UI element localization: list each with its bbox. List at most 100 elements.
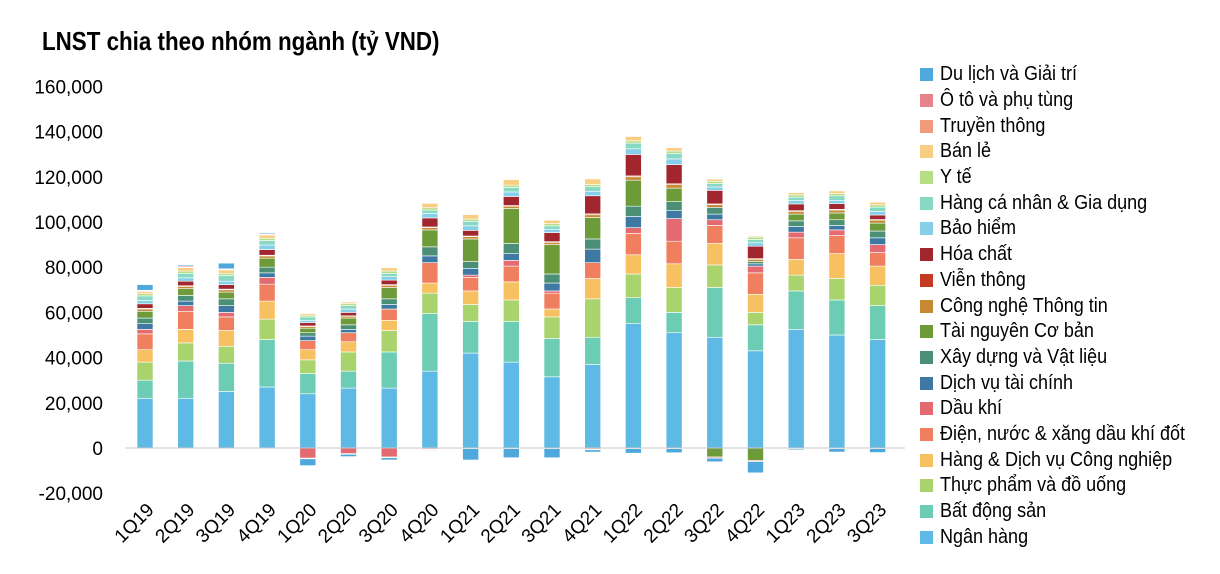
bar-segment: Dịch vụ tài chính 1Q20: 2000 — [299, 335, 317, 341]
bar-segment: Xây dựng và Vật liệu 3Q21: 4000 — [543, 273, 561, 284]
legend-swatch — [920, 350, 933, 364]
bar-segment: Y tế 4Q22: 1000 — [747, 236, 764, 240]
bar-segment: Bất động sản 2Q21: 18000 — [502, 321, 520, 363]
bar-segment: Dịch vụ tài chính 1Q21: 3000 — [462, 268, 479, 276]
x-tick-label: 3Q23 — [843, 500, 891, 548]
bar-stack-3Q21: Ngân hàng 3Q21: 31500Bất động sản 3Q21: … — [543, 219, 561, 459]
bar-segment: Tài nguyên Cơ bản 4Q22: -5500 — [747, 447, 764, 461]
bar-segment: Điện, nước & xăng dầu khí đốt 2Q23: 8000 — [828, 235, 846, 254]
bar-segment: Hóa chất 4Q20: 4000 — [421, 217, 439, 228]
legend-item: Dịch vụ tài chính — [920, 370, 1215, 396]
x-tick-label: 1Q19 — [111, 500, 159, 548]
legend-item: Ngân hàng — [920, 524, 1215, 550]
bar-segment: Y tế 1Q23: 1000 — [787, 194, 805, 198]
bar-segment: Bảo hiểm 1Q19: 1500 — [136, 300, 154, 305]
bar-segment: Hàng cá nhân & Gia dụng 1Q22: 2500 — [625, 142, 642, 150]
bar-segment: Xây dựng và Vật liệu 4Q19: 2500 — [258, 266, 276, 274]
bar-segment: Bảo hiểm 4Q22: 1500 — [747, 242, 764, 247]
bar-segment: Y tế 2Q19: 1000 — [177, 270, 194, 274]
bar-segment: Hàng cá nhân & Gia dụng 4Q20: 1500 — [421, 209, 439, 214]
bar-segment: Hàng cá nhân & Gia dụng 4Q21: 2000 — [584, 186, 602, 192]
bar-segment: Du lịch và Giải trí 2Q23: -1500 — [828, 448, 846, 453]
bar-segment: Tài nguyên Cơ bản 3Q23: 3500 — [869, 222, 886, 232]
bar-segment: Y tế 3Q22: 1000 — [706, 181, 724, 184]
bar-stack-4Q22: Ngân hàng 4Q22: 43000Bất động sản 4Q22: … — [747, 235, 764, 474]
bar-segment: Hàng & Dịch vụ Công nghiệp 2Q19: 6000 — [177, 329, 194, 344]
bar-segment: Tài nguyên Cơ bản 2Q23: 3000 — [828, 212, 846, 221]
bar-segment: Ngân hàng 2Q20: 26500 — [340, 387, 357, 449]
bar-segment: Thực phẩm và đồ uống 3Q22: 10000 — [706, 264, 724, 288]
bar-segment: Tài nguyên Cơ bản 4Q20: 7500 — [421, 229, 439, 248]
bar-segment: Bảo hiểm 2Q22: 2500 — [665, 158, 683, 165]
bar-segment: Y tế 1Q21: 1000 — [462, 218, 479, 222]
bar-segment: Truyền thông 2Q23: 200 — [828, 190, 846, 192]
bar-segment: Du lịch và Giải trí 4Q22: -5000 — [747, 461, 764, 474]
bar-segment: Du lịch và Giải trí 1Q19: 2500 — [136, 284, 154, 291]
bar-segment: Dầu khí 1Q20: -4500 — [299, 447, 317, 459]
bar-segment: Hóa chất 2Q19: 2000 — [177, 280, 194, 287]
bar-segment: Dầu khí 3Q19: 2000 — [218, 312, 235, 318]
legend-swatch — [920, 68, 933, 82]
bar-segment: Tài nguyên Cơ bản 1Q19: 3000 — [136, 310, 154, 319]
bar-segment: Ngân hàng 1Q23: 52500 — [787, 329, 805, 449]
bar-segment: Thực phẩm và đồ uống 1Q20: 6000 — [299, 359, 317, 374]
bar-segment: Du lịch và Giải trí 3Q19: 2500 — [218, 262, 235, 270]
bar-segment: Tài nguyên Cơ bản 2Q21: 15500 — [502, 208, 520, 244]
legend-label: Bảo hiểm — [940, 217, 1017, 240]
bar-segment: Truyền thông 3Q22: 200 — [706, 178, 724, 180]
bar-segment: Hàng & Dịch vụ Công nghiệp 3Q19: 7000 — [218, 330, 235, 347]
bar-segment: Điện, nước & xăng dầu khí đốt 1Q21: 6000 — [462, 277, 479, 292]
legend-item: Y tế — [920, 165, 1215, 191]
bar-segment: Du lịch và Giải trí 4Q19: 500 — [258, 232, 276, 235]
bar-segment: Điện, nước & xăng dầu khí đốt 4Q19: 7500 — [258, 283, 276, 302]
bar-segment: Điện, nước & xăng dầu khí đốt 2Q22: 1000… — [665, 240, 683, 265]
bar-segment: Ngân hàng 3Q20: 26500 — [380, 387, 398, 449]
bar-segment: Y tế 1Q22: 1000 — [625, 140, 642, 144]
y-tick-label: 40,000 — [45, 349, 103, 370]
legend-swatch — [920, 376, 933, 390]
legend-swatch — [920, 196, 933, 210]
bar-segment: Hàng & Dịch vụ Công nghiệp 1Q19: 5500 — [136, 349, 154, 363]
bar-segment: Hàng cá nhân & Gia dụng 2Q21: 2000 — [502, 187, 520, 193]
bar-segment: Điện, nước & xăng dầu khí đốt 1Q22: 9500 — [625, 233, 642, 256]
bar-segment: Thực phẩm và đồ uống 4Q21: 17000 — [584, 298, 602, 338]
bar-segment: Tài nguyên Cơ bản 4Q21: 9500 — [584, 217, 602, 240]
bar-segment: Công nghệ Thông tin 4Q19: 1000 — [258, 255, 276, 259]
bar-segment: Công nghệ Thông tin 2Q22: 1500 — [665, 184, 683, 189]
bar-segment: Công nghệ Thông tin 3Q22: 1200 — [706, 204, 724, 208]
bar-segment: Bán lẻ 3Q21: 1500 — [543, 219, 561, 224]
legend-item: Du lịch và Giải trí — [920, 62, 1215, 88]
bar-segment: Hàng cá nhân & Gia dụng 3Q23: 2000 — [869, 206, 886, 212]
bar-segment: Ngân hàng 4Q21: 37000 — [584, 364, 602, 449]
bar-segment: Bảo hiểm 3Q20: 1500 — [380, 276, 398, 281]
legend-item: Tài nguyên Cơ bản — [920, 319, 1215, 345]
legend-item: Truyền thông — [920, 113, 1215, 139]
bar-segment: Bảo hiểm 1Q21: 2000 — [462, 225, 479, 231]
bar-segment: Điện, nước & xăng dầu khí đốt 3Q23: 6000 — [869, 252, 886, 267]
bar-segment: Hàng cá nhân & Gia dụng 4Q22: 1500 — [747, 239, 764, 244]
bar-segment: Bán lẻ 3Q23: 1200 — [869, 201, 886, 206]
y-tick-label: -20,000 — [39, 484, 103, 505]
bar-segment: Hàng & Dịch vụ Công nghiệp 4Q21: 9000 — [584, 278, 602, 300]
x-tick-label: 2Q23 — [803, 500, 851, 548]
legend-item: Dầu khí — [920, 396, 1215, 422]
bar-stack-1Q20: Ngân hàng 1Q20: 24000Bất động sản 1Q20: … — [299, 312, 317, 466]
bar-segment: Điện, nước & xăng dầu khí đốt 4Q20: 9000 — [421, 262, 439, 284]
bar-segment: Bất động sản 1Q23: 17000 — [787, 290, 805, 330]
bar-segment: Y tế 4Q19: 1000 — [258, 237, 276, 241]
legend-label: Viễn thông — [940, 268, 1026, 291]
bar-segment: Ngân hàng 1Q20: 24000 — [299, 393, 317, 449]
bar-segment: Bất động sản 4Q22: 11500 — [747, 324, 764, 352]
bar-segment: Xây dựng và Vật liệu 2Q19: 2500 — [177, 295, 194, 302]
bar-segment: Hàng cá nhân & Gia dụng 3Q19: 2500 — [218, 275, 235, 282]
bar-segment: Hóa chất 3Q22: 6000 — [706, 190, 724, 205]
bar-segment: Truyền thông 1Q20: 100 — [299, 312, 317, 314]
bar-segment: Du lịch và Giải trí 1Q22: -2000 — [625, 448, 642, 454]
bar-segment: Bất động sản 2Q20: 7500 — [340, 370, 357, 389]
bar-segment: Tài nguyên Cơ bản 3Q19: 3000 — [218, 291, 235, 300]
bar-segment: Xây dựng và Vật liệu 4Q21: 4500 — [584, 238, 602, 250]
bar-segment: Thực phẩm và đồ uống 4Q22: 5500 — [747, 312, 764, 326]
bar-segment: Xây dựng và Vật liệu 3Q19: 3000 — [218, 298, 235, 306]
legend-label: Công nghệ Thông tin — [940, 294, 1108, 317]
bar-segment: Thực phẩm và đồ uống 2Q22: 11000 — [665, 287, 683, 313]
